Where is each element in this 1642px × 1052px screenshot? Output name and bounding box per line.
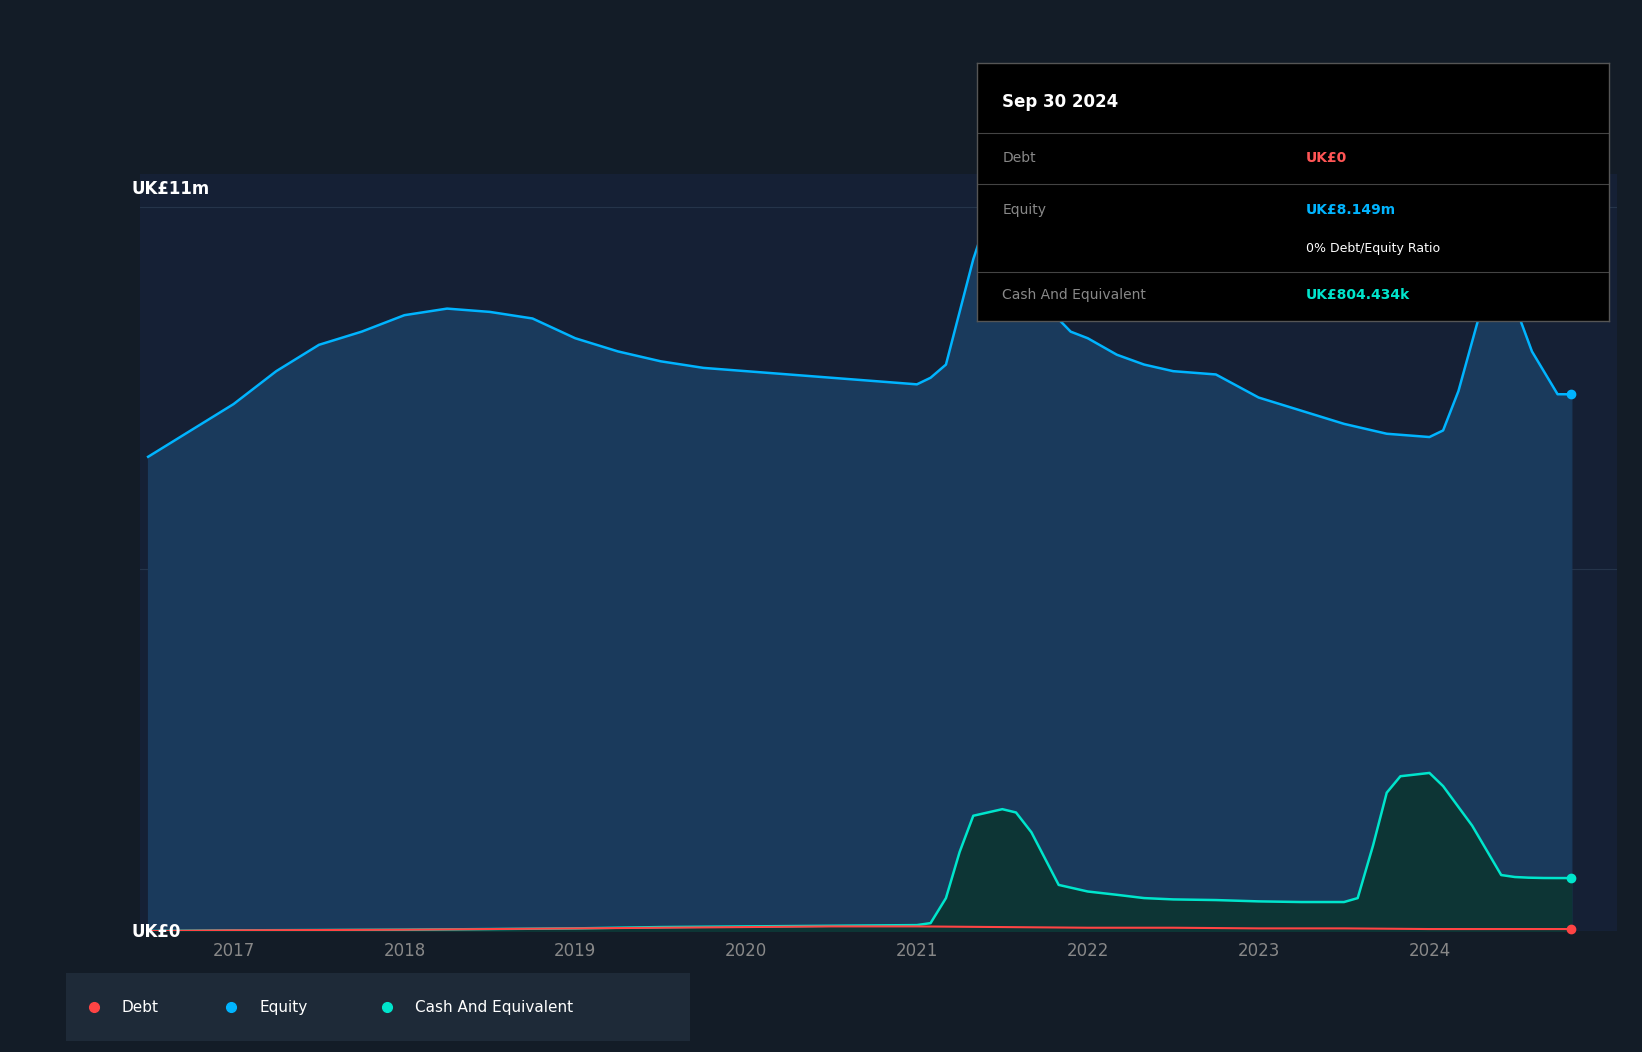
Text: Cash And Equivalent: Cash And Equivalent <box>1002 288 1146 302</box>
Text: UK£0: UK£0 <box>131 923 181 940</box>
Text: Debt: Debt <box>1002 151 1036 165</box>
Text: UK£804.434k: UK£804.434k <box>1305 288 1410 302</box>
Text: Equity: Equity <box>1002 203 1046 217</box>
Text: Debt: Debt <box>122 999 159 1015</box>
Text: Equity: Equity <box>259 999 307 1015</box>
Text: Cash And Equivalent: Cash And Equivalent <box>415 999 573 1015</box>
Text: 0% Debt/Equity Ratio: 0% Debt/Equity Ratio <box>1305 242 1440 256</box>
Text: UK£11m: UK£11m <box>131 180 210 198</box>
Text: Sep 30 2024: Sep 30 2024 <box>1002 93 1118 110</box>
Text: UK£8.149m: UK£8.149m <box>1305 203 1396 217</box>
Text: UK£0: UK£0 <box>1305 151 1346 165</box>
